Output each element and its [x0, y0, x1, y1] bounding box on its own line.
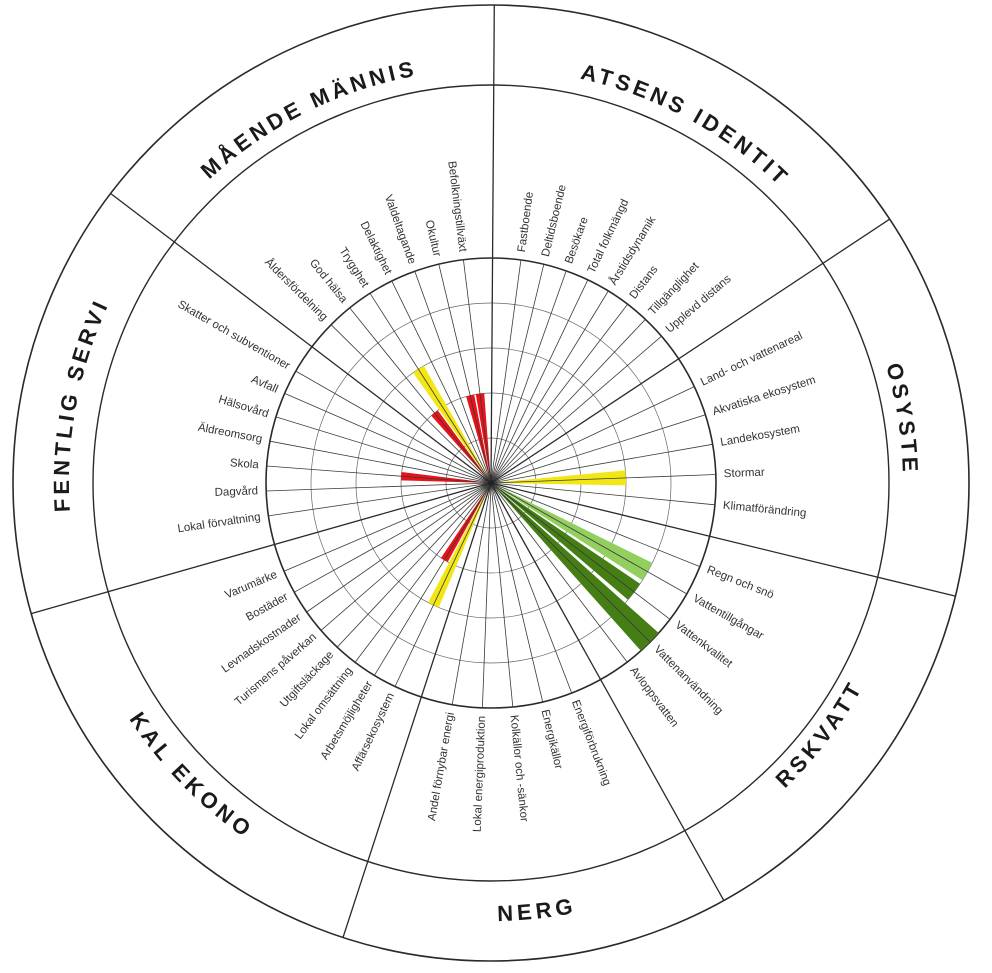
spoke-ldreomsorg — [269, 440, 492, 484]
sector-divider — [110, 192, 492, 484]
grid-ring — [310, 302, 672, 664]
sector-divider — [490, 482, 725, 901]
spoke-kolk-llor-och-s-nkor — [490, 482, 514, 707]
label-ring — [92, 84, 890, 882]
spoke-skola — [266, 465, 492, 484]
spoke-utgiftsl-ckage — [336, 482, 492, 648]
spoke-lokal-f-rvaltning — [268, 482, 492, 517]
spoke-energif-rbrukning — [490, 482, 573, 694]
label-stormar: Stormar — [724, 467, 765, 481]
spoke-vattenanv-ndning — [490, 482, 651, 643]
spoke-befolkningstillv-xt — [463, 259, 492, 484]
label-lokal-energiproduktion: Lokal energiproduktion — [472, 716, 488, 833]
bar-arbetsm-jligheter — [441, 483, 491, 562]
spoke-vattentillg-ngar — [490, 482, 687, 595]
spoke-tillg-nglighet — [490, 319, 646, 484]
spoke-fastboende — [490, 259, 522, 484]
spoke-stormar — [490, 474, 716, 484]
label-skola: Skola — [230, 457, 260, 471]
spoke-h-lsov-rd — [275, 416, 492, 484]
spoke-delaktighet — [391, 280, 492, 484]
bar-vattentillg-ngar — [491, 483, 653, 581]
spoke-energik-llor — [490, 482, 544, 703]
spoke-levnadskostnader — [306, 482, 492, 613]
spoke-upplevd-distans — [490, 335, 662, 484]
spoke-lokal-energiproduktion — [482, 482, 492, 708]
spoke-bes-kare — [490, 270, 567, 484]
spoke-total-folkm-ngd — [490, 279, 589, 484]
spokes — [31, 4, 956, 938]
spoke-landekosystem — [490, 443, 713, 484]
spoke-deltidsboende — [490, 264, 545, 484]
center-hub — [488, 480, 494, 486]
spoke-aff-rsekosystem — [394, 482, 492, 687]
bar-vattenkvalitet — [491, 483, 641, 600]
grid-ring — [265, 257, 717, 709]
spoke-okultur — [438, 264, 492, 484]
spoke-avfall — [284, 393, 492, 484]
spoke-god-h-lsa — [349, 307, 492, 484]
spoke-klimatf-r-ndring — [490, 482, 715, 506]
bar-trygghet — [413, 365, 491, 483]
spoke-andel-f-rnybar-energi — [451, 482, 492, 705]
sector-divider — [490, 4, 495, 484]
spoke-vattenkvalitet — [490, 482, 671, 620]
label-dagv-rd: Dagvård — [214, 485, 258, 499]
spoke-akvatiska-ekosystem — [490, 414, 706, 484]
spoke-dagv-rd — [266, 482, 492, 492]
spoke-valdeltagande — [414, 271, 492, 484]
sector-divider — [31, 482, 492, 615]
spoke-skatter-och-subventioner — [295, 370, 492, 484]
spoke-distans — [490, 303, 628, 484]
bar-befolkningstillv-xt — [475, 393, 491, 483]
bar-skola — [401, 472, 491, 483]
spoke-lokal-oms-ttning — [354, 482, 492, 663]
spoke-bost-der — [294, 482, 492, 593]
spoke-regn-och-sn — [490, 482, 701, 567]
sector-divider — [490, 482, 956, 597]
bar-okultur — [466, 394, 491, 483]
spoke-avloppsvatten — [490, 482, 628, 663]
spoke-ldersf-rdelning — [330, 324, 492, 484]
sector-divider — [490, 218, 890, 484]
sector-divider — [342, 482, 492, 938]
spoke-trygghet — [369, 293, 492, 484]
spoke-turismens-p-verkan — [320, 482, 492, 631]
bar-aff-rsekosystem — [428, 483, 491, 608]
spoke-arbetsm-jligheter — [374, 482, 492, 676]
spoke-land-och-vattenareal — [490, 386, 695, 484]
spoke-rstidsdynamik — [490, 290, 609, 484]
spoke-varum-rke — [283, 482, 492, 572]
